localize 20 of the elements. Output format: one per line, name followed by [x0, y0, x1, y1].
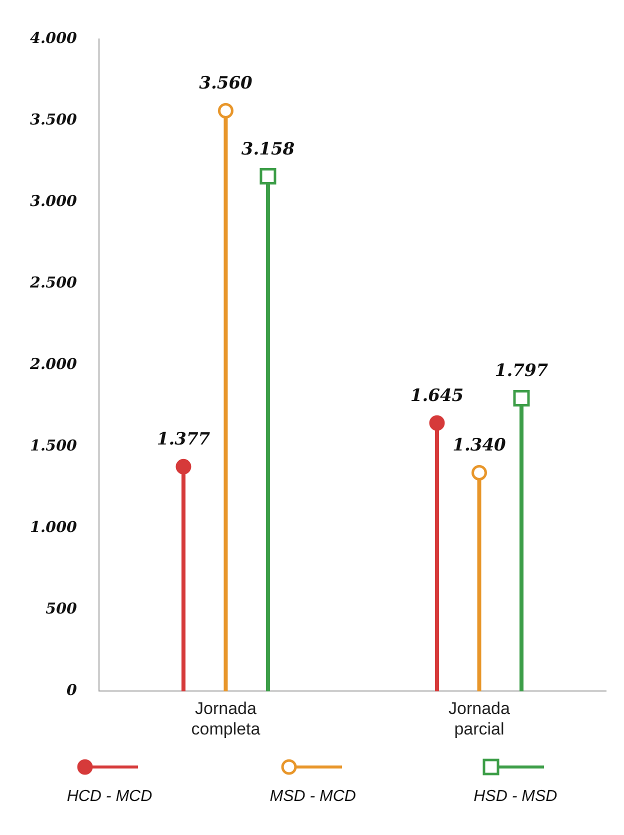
x-tick-label: Jornada parcial [448, 699, 511, 738]
y-tick-label: 2.000 [28, 354, 78, 373]
data-label: 3.560 [199, 74, 253, 94]
data-label: 3.158 [241, 139, 295, 160]
data-label: 1.797 [494, 361, 548, 382]
y-tick-label: 4.000 [30, 28, 78, 47]
legend-label: MSD - MCD [270, 788, 356, 806]
y-tick-label: 0 [66, 681, 78, 700]
legend-label: HCD - MCD [66, 788, 152, 806]
y-tick-label: 3.000 [30, 192, 78, 210]
data-label: 1.340 [452, 436, 506, 456]
x-tick-label: Jornada completa [191, 699, 261, 738]
legend-label: HSD - MSD [474, 788, 558, 806]
data-label: 1.377 [156, 430, 210, 450]
y-tick-label: 3.500 [30, 110, 78, 128]
y-tick-label: 500 [46, 600, 78, 618]
y-tick-label: 1.500 [30, 436, 78, 455]
y-tick-label: 2.500 [28, 273, 78, 292]
y-tick-label: 1.000 [30, 518, 78, 536]
data-label: 1.645 [410, 386, 464, 406]
